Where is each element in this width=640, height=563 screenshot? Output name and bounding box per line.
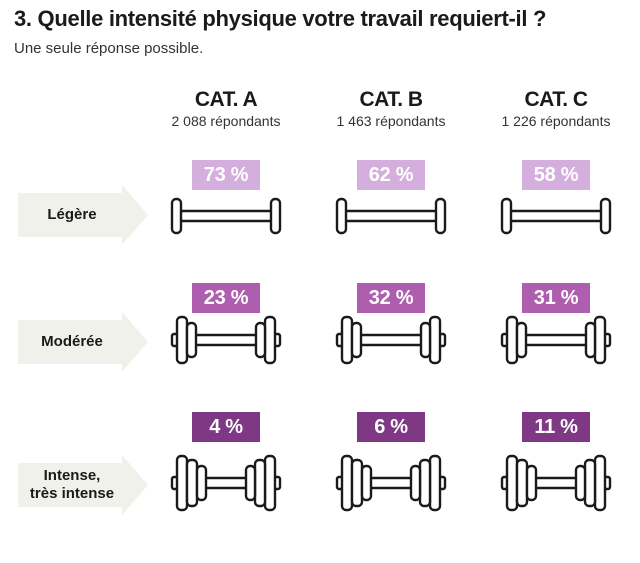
category-header: CAT. A 2 088 répondants <box>141 88 311 129</box>
row-label: Légère <box>18 185 148 245</box>
row-arrow <box>18 455 148 515</box>
category-respondents: 2 088 répondants <box>171 113 281 129</box>
percentage-label: 31 % <box>522 283 590 313</box>
percentage-label: 62 % <box>357 160 425 190</box>
dumbbell-icon <box>170 454 282 512</box>
dumbbell-icon <box>170 315 282 365</box>
row-label: Intense, très intense <box>18 455 148 515</box>
dumbbell-icon <box>335 315 447 365</box>
dumbbell-icon <box>500 315 612 365</box>
category-respondents: 1 463 répondants <box>336 113 446 129</box>
dumbbell-icon <box>335 197 447 235</box>
chart-subtitle: Une seule réponse possible. <box>14 40 204 57</box>
row-label-text: Légère <box>47 206 97 223</box>
row-label-text: Intense, très intense <box>29 467 115 502</box>
percentage-label: 58 % <box>522 160 590 190</box>
dumbbell-icon <box>500 454 612 512</box>
dumbbell-icon <box>500 197 612 235</box>
dumbbell-icon <box>335 454 447 512</box>
percentage-label: 4 % <box>192 412 260 442</box>
category-respondents: 1 226 répondants <box>501 113 611 129</box>
row-label: Modérée <box>18 312 148 372</box>
percentage-label: 11 % <box>522 412 590 442</box>
category-name: CAT. A <box>194 88 258 111</box>
row-arrow <box>18 312 148 372</box>
category-name: CAT. C <box>524 88 588 111</box>
category-header: CAT. C 1 226 répondants <box>471 88 640 129</box>
percentage-label: 32 % <box>357 283 425 313</box>
chart-title: 3. Quelle intensité physique votre trava… <box>14 6 547 31</box>
percentage-label: 6 % <box>357 412 425 442</box>
category-header: CAT. B 1 463 répondants <box>306 88 476 129</box>
percentage-label: 23 % <box>192 283 260 313</box>
dumbbell-icon <box>170 197 282 235</box>
percentage-label: 73 % <box>192 160 260 190</box>
category-name: CAT. B <box>359 88 423 111</box>
row-label-text: Modérée <box>41 333 103 350</box>
row-arrow <box>18 185 148 245</box>
